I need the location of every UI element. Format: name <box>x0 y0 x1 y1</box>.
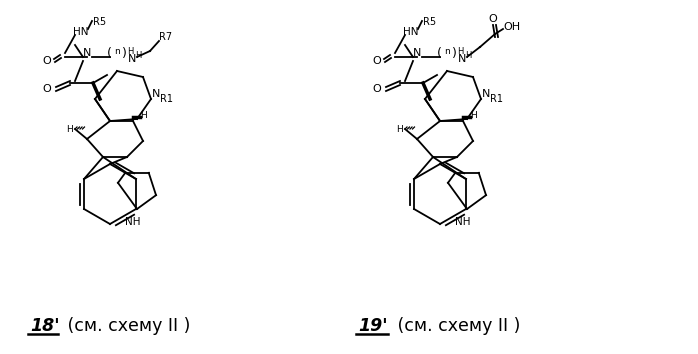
Text: HN: HN <box>73 27 89 37</box>
Text: H: H <box>127 47 133 56</box>
Text: (см. схему II ): (см. схему II ) <box>392 317 521 335</box>
Text: 18': 18' <box>30 317 59 335</box>
Text: O: O <box>373 84 381 94</box>
Text: H: H <box>66 125 73 133</box>
Text: H: H <box>470 112 477 120</box>
Text: (см. схему II ): (см. схему II ) <box>62 317 191 335</box>
Text: N: N <box>83 48 91 58</box>
Text: N: N <box>458 54 466 64</box>
Text: R5: R5 <box>93 17 106 27</box>
Text: H: H <box>465 51 471 59</box>
Text: R5: R5 <box>423 17 436 27</box>
Text: H: H <box>140 112 147 120</box>
Text: (: ( <box>107 46 112 59</box>
Text: n: n <box>114 46 120 56</box>
Text: n: n <box>444 46 450 56</box>
Text: O: O <box>43 56 52 66</box>
Text: H: H <box>396 125 403 133</box>
Text: (: ( <box>436 46 441 59</box>
Text: R1: R1 <box>490 94 503 104</box>
Text: ): ) <box>121 46 126 59</box>
Text: OH: OH <box>503 22 520 32</box>
Text: NH: NH <box>455 217 470 227</box>
Text: O: O <box>373 56 381 66</box>
Text: H: H <box>457 47 463 56</box>
Text: N: N <box>152 89 161 99</box>
Text: O: O <box>489 14 498 24</box>
Text: N: N <box>413 48 421 58</box>
Text: H: H <box>135 51 142 59</box>
Text: N: N <box>482 89 491 99</box>
Text: 19': 19' <box>358 317 387 335</box>
Text: NH: NH <box>125 217 141 227</box>
Text: N: N <box>128 54 136 64</box>
Text: ): ) <box>452 46 456 59</box>
Text: R7: R7 <box>159 32 172 42</box>
Text: HN: HN <box>403 27 419 37</box>
Text: R1: R1 <box>160 94 173 104</box>
Text: O: O <box>43 84 52 94</box>
